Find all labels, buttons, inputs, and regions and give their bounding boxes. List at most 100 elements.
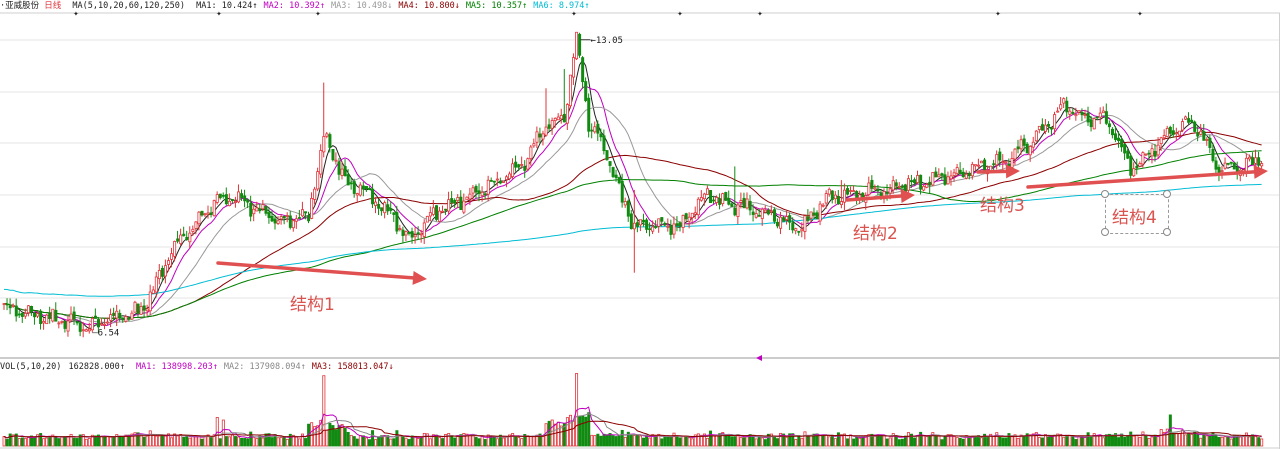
candle-body bbox=[383, 202, 387, 214]
candle-body bbox=[276, 220, 280, 224]
selection-handle-tl[interactable] bbox=[1101, 190, 1109, 198]
candle-body bbox=[833, 194, 837, 200]
arrow-structure-2-head bbox=[900, 189, 915, 204]
candle-body bbox=[380, 207, 384, 212]
selection-handle-tr[interactable] bbox=[1163, 190, 1171, 198]
volume-bar bbox=[654, 435, 658, 447]
candle-body bbox=[538, 133, 542, 138]
candle-body bbox=[712, 199, 716, 202]
volume-bar bbox=[587, 412, 591, 447]
volume-bar bbox=[337, 425, 341, 447]
event-marker-7: ✦ bbox=[1137, 9, 1143, 19]
volume-bar bbox=[206, 434, 210, 447]
volume-bar bbox=[276, 437, 280, 447]
candle-body bbox=[355, 193, 359, 196]
vol-ma-line-2 bbox=[3, 413, 1262, 439]
ma-value-6: MA6: 8.974↑ bbox=[533, 1, 590, 11]
candle-body bbox=[769, 210, 773, 213]
volume-bar bbox=[331, 425, 335, 447]
volume-bar bbox=[349, 434, 353, 447]
period-label: 日线 bbox=[44, 1, 62, 11]
volume-bar bbox=[967, 436, 971, 447]
candle-body bbox=[78, 322, 82, 332]
volume-bar bbox=[1193, 431, 1197, 447]
candle-body bbox=[623, 201, 627, 206]
volume-bar bbox=[657, 433, 661, 447]
candle-body bbox=[547, 124, 551, 129]
selection-handle-br[interactable] bbox=[1163, 228, 1171, 236]
volume-bar bbox=[925, 436, 929, 447]
ma-params: MA(5,10,20,60,120,250) bbox=[72, 1, 185, 11]
volume-bar bbox=[1095, 435, 1099, 447]
volume-bar bbox=[745, 436, 749, 447]
volume-bar bbox=[651, 434, 655, 447]
candle-body bbox=[763, 209, 767, 213]
candle-body bbox=[757, 214, 761, 217]
candle-body bbox=[1065, 100, 1069, 113]
volume-bar bbox=[160, 435, 164, 447]
candle-body bbox=[1132, 168, 1136, 177]
selection-box[interactable] bbox=[1105, 194, 1169, 234]
candle-body bbox=[474, 186, 478, 193]
candle-body bbox=[751, 211, 755, 215]
candle-body bbox=[1031, 141, 1035, 148]
candle-body bbox=[867, 182, 871, 196]
candle-body bbox=[182, 233, 186, 237]
volume-bar bbox=[742, 437, 746, 447]
volume-bar bbox=[702, 433, 706, 447]
candle-body bbox=[194, 221, 198, 229]
volume-bar bbox=[1056, 433, 1060, 447]
volume-bar bbox=[1025, 433, 1029, 447]
candle-body bbox=[209, 212, 213, 215]
candle-body bbox=[1220, 170, 1224, 173]
volume-bar bbox=[60, 436, 64, 447]
candle-body bbox=[1089, 119, 1093, 128]
volume-bar bbox=[243, 438, 247, 447]
volume-bar bbox=[812, 433, 816, 447]
volume-bar bbox=[1171, 432, 1175, 447]
volume-bar bbox=[48, 436, 52, 447]
candle-body bbox=[629, 213, 633, 230]
candle-body bbox=[316, 171, 320, 190]
volume-bar bbox=[148, 430, 152, 447]
volume-bar bbox=[797, 435, 801, 447]
volume-bar bbox=[1190, 433, 1194, 447]
volume-bar bbox=[1065, 435, 1069, 447]
candle-body bbox=[1004, 161, 1008, 164]
candle-body bbox=[310, 198, 314, 219]
candle-body bbox=[505, 176, 509, 180]
candle-body bbox=[419, 233, 423, 236]
candle-body bbox=[952, 172, 956, 176]
selection-handle-bl[interactable] bbox=[1101, 228, 1109, 236]
candlesticks bbox=[2, 31, 1264, 338]
candle-body bbox=[103, 323, 107, 326]
volume-bar bbox=[322, 375, 326, 447]
volume-bar bbox=[550, 419, 554, 447]
volume-bar bbox=[468, 435, 472, 447]
volume-bar bbox=[1177, 433, 1181, 447]
volume-bar bbox=[684, 436, 688, 447]
candle-body bbox=[127, 317, 131, 320]
candle-body bbox=[940, 173, 944, 176]
candle-body bbox=[1144, 153, 1148, 156]
vol-ma-line-3 bbox=[3, 420, 1262, 439]
volume-bar bbox=[87, 437, 91, 447]
volume-ma-lines bbox=[3, 406, 1262, 439]
candle-body bbox=[297, 217, 301, 219]
volume-bar bbox=[818, 435, 822, 447]
candle-body bbox=[447, 199, 451, 212]
volume-bar bbox=[940, 439, 944, 447]
volume-bar bbox=[224, 436, 228, 447]
candle-body bbox=[26, 305, 30, 314]
candle-body bbox=[212, 200, 216, 217]
volume-bar bbox=[416, 438, 420, 447]
candle-body bbox=[1071, 112, 1075, 114]
volume-bar bbox=[84, 438, 88, 447]
candle-body bbox=[559, 115, 563, 120]
candle-body bbox=[145, 308, 149, 312]
candle-body bbox=[1074, 114, 1078, 117]
volume-bar bbox=[669, 436, 673, 447]
candle-body bbox=[696, 198, 700, 216]
candle-body bbox=[1181, 121, 1185, 131]
